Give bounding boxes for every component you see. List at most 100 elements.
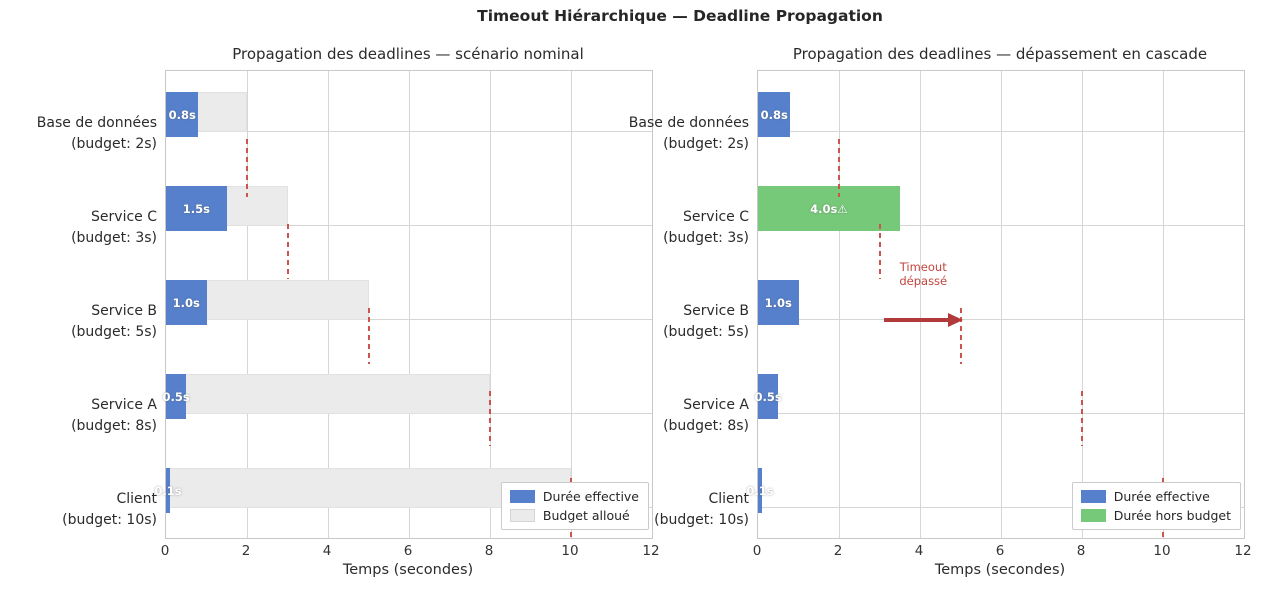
legend-item: Durée hors budget — [1080, 508, 1231, 523]
plot-area-nominal: 0.8s 1.5s 1.0s 0.5s 0.1s Durée effective Budge… — [154, 70, 653, 539]
x-axis-title-right: Temps (secondes) — [934, 562, 1066, 578]
y-category-label: Service A (budget: 8s) — [5, 395, 157, 437]
gridline-vertical — [1163, 71, 1164, 538]
y-category-label: Service C (budget: 3s) — [597, 207, 749, 249]
gridline-vertical — [920, 71, 921, 538]
y-category-budget: (budget: 2s) — [663, 136, 749, 152]
bar-value-label: 0.5s — [754, 389, 782, 404]
y-category-budget: (budget: 5s) — [663, 324, 749, 340]
y-category-name: Client — [116, 491, 157, 507]
y-category-label: Client (budget: 10s) — [597, 489, 749, 531]
deadline-line — [489, 391, 491, 446]
legend-label: Durée hors budget — [1113, 508, 1231, 523]
bar-value-label: 0.8s — [168, 107, 196, 122]
deadline-line — [286, 224, 289, 279]
x-tick-label: 10 — [1153, 543, 1171, 559]
deadline-line — [246, 139, 248, 197]
legend-swatch — [509, 490, 535, 503]
bar-value-label: 1.0s — [764, 295, 792, 310]
x-tick-label: 2 — [833, 543, 843, 559]
x-tick-label: 6 — [403, 543, 413, 559]
gridline-horizontal — [758, 131, 1244, 132]
y-category-budget: (budget: 8s) — [71, 418, 157, 434]
bar-value-label: 0.8s — [760, 107, 788, 122]
gridline-horizontal — [166, 131, 652, 132]
subplot-title-cascade: Propagation des deadlines — dépassement … — [792, 45, 1208, 63]
y-category-budget: (budget: 3s) — [71, 230, 157, 246]
legend-swatch — [1080, 490, 1106, 503]
timeout-annotation-line: dépassé — [899, 273, 948, 288]
legend-swatch — [509, 509, 535, 522]
bar-effective — [758, 280, 799, 325]
y-category-label: Base de données (budget: 2s) — [597, 113, 749, 155]
y-category-name: Service A — [91, 397, 157, 413]
y-category-budget: (budget: 10s) — [654, 512, 749, 528]
gridline-vertical — [1082, 71, 1083, 538]
bar-effective — [166, 280, 207, 325]
deadline-line — [878, 224, 881, 279]
x-tick-label: 4 — [914, 543, 924, 559]
bar-effective — [758, 468, 763, 513]
gridline-vertical — [839, 71, 840, 538]
subplot-title-nominal: Propagation des deadlines — scénario nom… — [232, 45, 584, 63]
timeout-arrow-body — [883, 318, 949, 322]
x-tick-label: 4 — [322, 543, 332, 559]
x-tick-label: 12 — [1234, 543, 1252, 559]
bar-value-label: 1.5s — [182, 201, 210, 216]
y-category-name: Service B — [91, 303, 157, 319]
y-category-label: Client (budget: 10s) — [5, 489, 157, 531]
y-category-name: Service C — [91, 209, 157, 225]
gridline-horizontal — [758, 225, 1244, 226]
legend: Durée effective Budget alloué — [500, 482, 649, 530]
y-category-name: Base de données — [36, 115, 157, 131]
bar-value-label: 0.5s — [162, 389, 190, 404]
x-axis-title-left: Temps (secondes) — [342, 562, 474, 578]
legend-item: Durée effective — [509, 489, 639, 504]
bar-effective — [166, 468, 171, 513]
legend-item: Durée effective — [1080, 489, 1231, 504]
y-category-label: Service A (budget: 8s) — [597, 395, 749, 437]
bar-effective — [758, 92, 791, 137]
y-category-budget: (budget: 5s) — [71, 324, 157, 340]
y-category-name: Service A — [683, 397, 749, 413]
bar-budget — [166, 374, 490, 414]
gridline-horizontal — [758, 319, 1244, 320]
gridline-horizontal — [166, 225, 652, 226]
gridline-vertical — [1001, 71, 1002, 538]
x-tick-label: 12 — [642, 543, 660, 559]
bar-effective — [166, 186, 227, 231]
x-tick-label: 8 — [484, 543, 494, 559]
gridline-vertical — [490, 71, 491, 538]
figure-title: Timeout Hiérarchique — Deadline Propagat… — [477, 7, 883, 25]
y-category-label: Service B (budget: 5s) — [597, 301, 749, 343]
x-tick-label: 0 — [752, 543, 762, 559]
bar-effective — [166, 374, 187, 419]
gridline-horizontal — [758, 507, 1244, 508]
bar-over-budget — [758, 186, 900, 231]
gridline-horizontal — [758, 413, 1244, 414]
deadline-line — [1081, 391, 1083, 446]
x-tick-label: 0 — [160, 543, 170, 559]
plot-area-cascade: 0.8s 1.0s 0.5s 0.1s 4.0s⚠ Timeout dépassé Durée… — [746, 70, 1245, 539]
legend-label: Durée effective — [1113, 489, 1210, 504]
y-category-label: Service C (budget: 3s) — [5, 207, 157, 249]
legend-item: Budget alloué — [509, 508, 639, 523]
y-category-label: Base de données (budget: 2s) — [5, 113, 157, 155]
bar-effective — [758, 374, 779, 419]
y-category-name: Service C — [683, 209, 749, 225]
deadline-line — [838, 139, 840, 197]
y-category-budget: (budget: 2s) — [71, 136, 157, 152]
y-category-label: Service B (budget: 5s) — [5, 301, 157, 343]
deadline-line — [367, 308, 370, 364]
gridline-vertical — [571, 71, 572, 538]
legend-label: Durée effective — [542, 489, 639, 504]
x-tick-label: 2 — [241, 543, 251, 559]
bar-value-label: 0.1s — [746, 483, 774, 498]
gridline-horizontal — [166, 319, 652, 320]
y-category-name: Client — [708, 491, 749, 507]
x-tick-label: 6 — [995, 543, 1005, 559]
timeout-annotation-line: Timeout — [899, 260, 947, 274]
x-tick-label: 10 — [561, 543, 579, 559]
y-category-name: Service B — [683, 303, 749, 319]
